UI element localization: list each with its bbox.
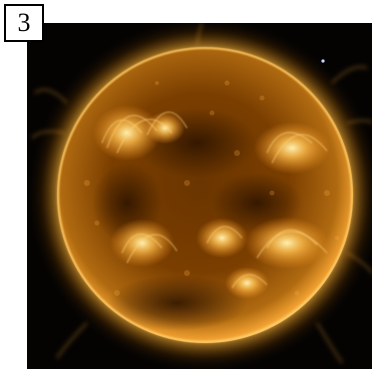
- sun-image: [27, 23, 372, 369]
- sun-icon: [27, 23, 372, 369]
- panel-label: 3: [4, 4, 44, 42]
